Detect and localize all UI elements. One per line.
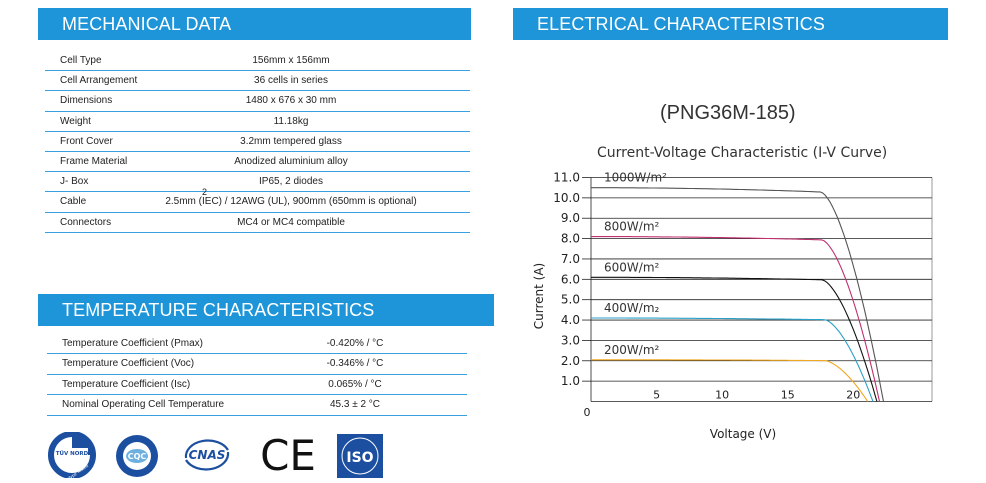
x-tick-label: 0 — [584, 406, 591, 419]
temperature-value: 45.3 ± 2 °C — [329, 399, 381, 411]
temperature-value: 0.065% / °C — [328, 378, 382, 390]
temperature-label: Temperature Coefficient (Isc) — [62, 378, 191, 390]
mechanical-row: Front Cover 3.2mm tempered glass — [45, 131, 470, 152]
temperature-characteristics-table: Temperature Coefficient (Pmax) -0.420% / … — [47, 333, 467, 417]
mechanical-row: Cell Arrangement 36 cells in series — [45, 70, 470, 92]
cqc-logo-text: CQC — [128, 452, 147, 461]
temperature-label: Temperature Coefficient (Pmax) — [62, 338, 203, 349]
tuv-nord-logo: TÜV NORD Type Tested — [48, 431, 96, 481]
temperature-row: Nominal Operating Cell Temperature 45.3 ±… — [47, 394, 467, 416]
series-label: 800W/m² — [604, 220, 660, 234]
mechanical-label: Cell Type — [60, 55, 102, 66]
mechanical-row: Weight 11.18kg — [45, 111, 470, 132]
series-label: 200W/m² — [604, 343, 660, 357]
tuv-nord-logo-text: TÜV NORD — [56, 450, 89, 457]
series-label: 400W/m₂ — [604, 301, 660, 315]
temperature-characteristics-banner: TEMPERATURE CHARACTERISTICS — [38, 294, 494, 326]
mechanical-label: Connectors — [60, 216, 112, 228]
y-tick-label: 1.0 — [561, 374, 580, 388]
series-label: 600W/m² — [604, 260, 660, 274]
chart-title: Current-Voltage Characteristic (I-V Curv… — [597, 145, 888, 161]
y-axis-label: Current (A) — [532, 263, 546, 329]
mechanical-row: Frame Material Anodized aluminium alloy — [45, 151, 470, 173]
cqc-logo: CQC — [114, 434, 160, 478]
temperature-row: Temperature Coefficient (Voc) -0.346% / °… — [47, 353, 467, 375]
y-tick-label: 8.0 — [561, 232, 580, 246]
temperature-row: Temperature Coefficient (Isc) 0.065% / °C — [47, 374, 467, 396]
mechanical-row: J- Box IP65, 2 diodes — [45, 171, 470, 193]
mechanical-row: Cell Type 156mm x 156mm — [45, 50, 470, 72]
y-tick-label: 5.0 — [561, 293, 580, 307]
x-tick-label: 15 — [781, 389, 795, 402]
y-tick-label: 6.0 — [561, 272, 580, 286]
mechanical-label: J- Box — [60, 176, 89, 188]
mechanical-row: Cable 2.5mm (IEC) / 12AWG (UL), 900mm (65… — [45, 187, 470, 213]
y-tick-label: 7.0 — [561, 252, 580, 266]
mechanical-label: Frame Material — [60, 156, 128, 167]
mechanical-label: Cell Arrangement — [60, 75, 138, 87]
model-number: (PNG36M-185) — [660, 102, 796, 124]
cnas-logo-text: CNAS — [189, 448, 226, 462]
temperature-label: Nominal Operating Cell Temperature — [62, 399, 225, 411]
temperature-value: -0.346% / °C — [326, 358, 384, 370]
mechanical-data-table: Cell Type 156mm x 156mm Cell Arrangement 36… — [45, 50, 470, 240]
ce-logo-text: CE — [262, 434, 314, 476]
mechanical-value: MC4 or MC4 compatible — [237, 216, 345, 228]
iso-logo-text: ISO — [346, 450, 373, 466]
temperature-row: Temperature Coefficient (Pmax) -0.420% / … — [47, 333, 467, 355]
x-tick-label: 5 — [653, 389, 660, 402]
mechanical-value: IP65, 2 diodes — [259, 176, 323, 188]
mechanical-row: Dimensions 1480 x 676 x 30 mm — [45, 90, 470, 112]
mechanical-label: Front Cover — [60, 135, 113, 147]
y-tick-label: 9.0 — [561, 211, 580, 225]
x-axis-label: Voltage (V) — [710, 427, 776, 441]
iv-curve-series — [591, 187, 885, 402]
mechanical-superscript: 2 — [202, 187, 208, 198]
y-tick-label: 3.0 — [561, 333, 580, 347]
mechanical-row: Connectors MC4 or MC4 compatible — [45, 212, 470, 233]
mechanical-value: 11.18kg — [273, 115, 309, 127]
mechanical-label: Cable — [60, 196, 87, 208]
mechanical-value: 36 cells in series — [254, 75, 328, 87]
mechanical-label: Weight — [60, 115, 91, 127]
mechanical-value: 1480 x 676 x 30 mm — [245, 95, 337, 107]
temperature-label: Temperature Coefficient (Voc) — [62, 358, 195, 370]
mechanical-data-banner: MECHANICAL DATA — [38, 8, 471, 40]
iso-logo: ISO — [337, 434, 383, 478]
iv-curve-series — [591, 276, 878, 402]
electrical-characteristics-banner: ELECTRICAL CHARACTERISTICS — [513, 8, 948, 40]
iv-curve-series — [591, 359, 869, 402]
series-label: 1000W/m² — [604, 171, 667, 185]
iv-curve-series — [591, 317, 874, 402]
mechanical-label: Dimensions — [60, 95, 113, 107]
mechanical-value: 3.2mm tempered glass — [240, 135, 342, 147]
mechanical-value: 156mm x 156mm — [252, 55, 330, 66]
y-tick-label: 2.0 — [561, 354, 580, 368]
ce-logo: CE — [260, 431, 316, 480]
iv-curve-series — [591, 236, 881, 402]
mechanical-value: Anodized aluminium alloy — [234, 156, 348, 167]
y-tick-label: 10.0 — [553, 191, 580, 205]
mechanical-value: 2.5mm (IEC) / 12AWG (UL), 900mm (650mm i… — [165, 196, 417, 208]
y-tick-label: 11.0 — [553, 171, 580, 185]
y-tick-label: 4.0 — [561, 313, 580, 327]
x-tick-label: 20 — [846, 389, 860, 402]
cnas-logo: CNAS — [180, 436, 234, 474]
x-tick-label: 10 — [715, 389, 729, 402]
temperature-value: -0.420% / °C — [326, 338, 384, 349]
